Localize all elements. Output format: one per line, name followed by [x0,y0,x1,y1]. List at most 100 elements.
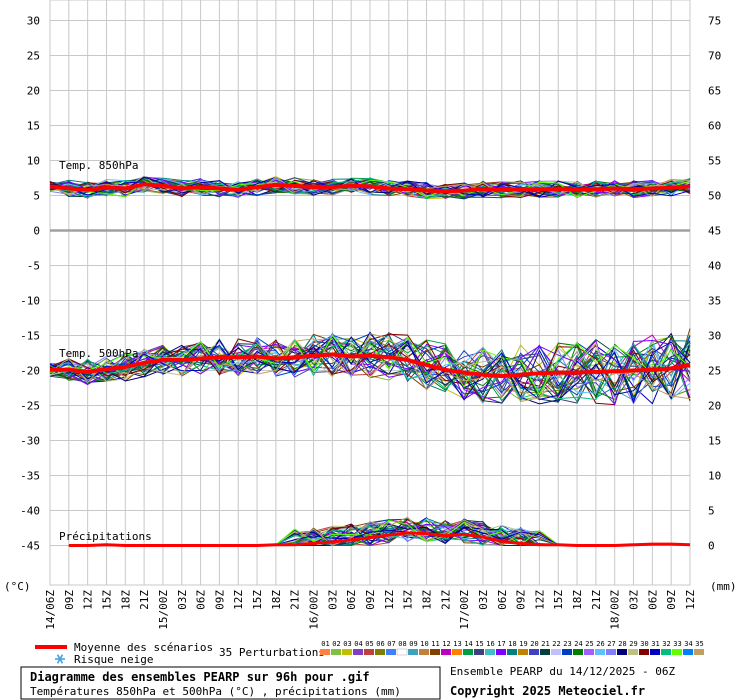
y-left-tick-label: 15 [27,120,40,133]
x-tick-label: 15Z [402,590,415,610]
y-left-tick-label: 10 [27,155,40,168]
legend-member-swatch [628,649,638,655]
y-right-tick-label: 50 [708,190,721,203]
x-tick-label: 09Z [515,590,528,610]
legend-member-number: 01 [321,640,329,648]
y-left-unit: (°C) [4,580,31,593]
y-right-tick-label: 30 [708,330,721,343]
legend-member-number: 19 [519,640,527,648]
y-left-tick-label: 30 [27,15,40,28]
legend-member-swatch [617,649,627,655]
x-tick-label: 15/00Z [157,590,170,630]
mean-series [49,182,691,547]
grid [49,0,691,586]
y-left-tick-label: -40 [20,505,40,518]
x-tick-label: 09Z [213,590,226,610]
snowflake-icon [55,654,65,664]
y-axis-left: 30 25 20 15 10 5 0 -5 -10 -15 -20 -25 -30 -35 -40 -45 [20,15,40,553]
member-line-t500 [49,339,691,401]
legend-member-swatch [331,649,341,655]
legend-member-number: 06 [376,640,384,648]
y-right-tick-label: 0 [708,540,715,553]
x-tick-label: 03Z [176,590,189,610]
y-left-tick-label: -25 [20,400,40,413]
legend-snow-label: Risque neige [74,653,153,666]
chart-subtitle: Températures 850hPa et 500hPa (°C) , pré… [30,685,401,698]
x-tick-label: 18/00Z [609,590,622,630]
x-tick-label: 09Z [63,590,76,610]
copyright: Copyright 2025 Meteociel.fr [450,684,645,698]
legend-member-number: 02 [332,640,340,648]
y-left-tick-label: -20 [20,365,40,378]
legend-member-number: 13 [453,640,461,648]
y-left-tick-label: 25 [27,50,40,63]
y-left-tick-label: 20 [27,85,40,98]
legend-member-swatch [507,649,517,655]
legend-member-number: 34 [684,640,692,648]
legend-member-number: 04 [354,640,362,648]
y-right-tick-label: 5 [708,505,715,518]
y-right-tick-label: 60 [708,120,721,133]
member-line-t500 [49,333,691,405]
x-tick-label: 12Z [232,590,245,610]
legend-member-number: 09 [409,640,417,648]
y-left-tick-label: -45 [20,540,40,553]
legend-member-swatch [551,649,561,655]
member-line-t500 [49,341,691,404]
legend-member-number: 26 [596,640,604,648]
title-box [20,666,441,700]
legend-member-number: 30 [640,640,648,648]
legend-member-swatch [584,649,594,655]
y-right-tick-label: 10 [708,470,721,483]
x-tick-label: 12Z [82,590,95,610]
x-axis: 14/06Z 09Z 12Z 15Z 18Z 21Z 15/00Z 03Z 06Z 09Z 12Z 1… [44,590,697,630]
legend-member-swatch [485,649,495,655]
member-line-t500 [49,338,691,401]
mean-line-t500 [50,352,691,379]
x-tick-label: 03Z [477,590,490,610]
legend-member-swatch [441,649,451,655]
legend-member-swatch [452,649,462,655]
y-right-tick-label: 55 [708,155,721,168]
legend-member-number: 10 [420,640,428,648]
legend-member-number: 12 [442,640,450,648]
legend-member-swatches: 01 02 03 04 05 06 07 08 09 10 11 12 13 14 15 16 17 18 19 20… [320,640,704,656]
x-tick-label: 06Z [345,590,358,610]
y-right-tick-label: 15 [708,435,721,448]
x-tick-label: 21Z [439,590,452,610]
y-right-tick-label: 20 [708,400,721,413]
y-left-tick-label: 5 [33,190,40,203]
y-left-tick-label: -10 [20,295,40,308]
legend-member-number: 05 [365,640,373,648]
legend-member-swatch [430,649,440,655]
legend-member-number: 14 [464,640,472,648]
x-tick-label: 12Z [533,590,546,610]
legend-member-swatch [364,649,374,655]
legend-member-number: 25 [585,640,593,648]
x-tick-label: 18Z [420,590,433,610]
member-line-t500 [49,333,691,406]
legend-member-swatch [342,649,352,655]
legend-member-number: 18 [508,640,516,648]
y-right-tick-label: 45 [708,225,721,238]
legend-member-number: 21 [541,640,549,648]
y-left-tick-label: -5 [27,260,40,273]
x-tick-label: 21Z [289,590,302,610]
legend-member-swatch [529,649,539,655]
legend-member-swatch [419,649,429,655]
legend-member-number: 17 [497,640,505,648]
y-left-tick-label: -35 [20,470,40,483]
mean-line-t850 [49,182,691,194]
legend-member-number: 28 [618,640,626,648]
legend-member-number: 16 [486,640,494,648]
x-tick-label: 06Z [646,590,659,610]
legend-member-number: 08 [398,640,406,648]
legend-member-number: 07 [387,640,395,648]
member-line-t500 [49,338,691,404]
legend-member-swatch [595,649,605,655]
legend-member-swatch [606,649,616,655]
legend-member-swatch [353,649,363,655]
x-tick-label: 12Z [383,590,396,610]
member-line-t850 [49,178,691,199]
legend-member-number: 15 [475,640,483,648]
